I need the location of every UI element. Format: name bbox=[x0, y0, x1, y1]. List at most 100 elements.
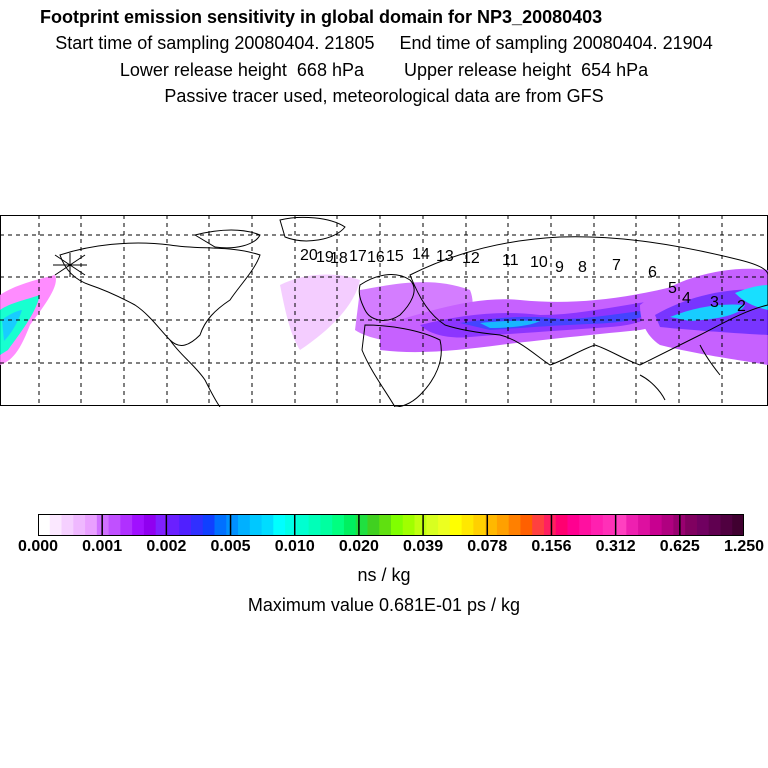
color-scale-cell bbox=[555, 514, 569, 536]
color-scale-cell bbox=[638, 514, 651, 536]
trajectory-label: 20 bbox=[300, 247, 318, 264]
trajectory-label: 12 bbox=[462, 250, 480, 267]
color-scale-cell bbox=[720, 514, 733, 536]
trajectory-label: 6 bbox=[648, 264, 657, 281]
color-scale-cell bbox=[38, 514, 51, 536]
color-scale-tick-label: 1.250 bbox=[723, 538, 765, 555]
trajectory-label: 11 bbox=[502, 252, 519, 269]
color-scale-cell bbox=[73, 514, 86, 536]
maximum-value-text: Maximum value 0.681E-01 ps / kg bbox=[247, 595, 521, 615]
color-scale-cell bbox=[543, 514, 557, 536]
color-scale-cell bbox=[591, 514, 604, 536]
color-scale-tick-label: 0.156 bbox=[531, 538, 572, 555]
color-scale-cell bbox=[485, 514, 498, 536]
color-scale-cell bbox=[179, 514, 192, 536]
color-scale-cell bbox=[238, 514, 251, 536]
color-scale-cell bbox=[414, 514, 427, 536]
color-scale-cell bbox=[685, 514, 698, 536]
color-scale-cell bbox=[249, 514, 263, 536]
color-scale-cell bbox=[661, 514, 674, 536]
color-scale-tick-label: 0.625 bbox=[659, 538, 700, 555]
color-scale-cell bbox=[532, 514, 545, 536]
color-scale-cell bbox=[602, 514, 616, 536]
trajectory-label: 16 bbox=[367, 249, 385, 266]
trajectory-label: 5 bbox=[668, 280, 677, 297]
trajectory-label: 9 bbox=[555, 259, 564, 276]
color-scale-cell bbox=[96, 514, 110, 536]
color-scale-cell bbox=[461, 514, 474, 536]
color-scale-cell bbox=[391, 514, 404, 536]
plot-title: Footprint emission sensitivity in global… bbox=[40, 7, 603, 27]
color-scale-cell bbox=[261, 514, 274, 536]
color-scale-bar bbox=[38, 514, 744, 536]
tracer-info-line: Passive tracer used, meteorological data… bbox=[164, 86, 604, 106]
color-scale-tick-label: 0.001 bbox=[82, 538, 123, 555]
color-scale-cell bbox=[167, 514, 180, 536]
trajectory-label: 19 bbox=[316, 249, 334, 266]
trajectory-label: 2 bbox=[737, 298, 746, 315]
color-scale-cell bbox=[626, 514, 639, 536]
trajectory-label: 14 bbox=[412, 246, 430, 263]
color-scale-cell bbox=[85, 514, 98, 536]
trajectory-label: 4 bbox=[682, 290, 691, 307]
color-scale-cell bbox=[202, 514, 216, 536]
color-scale-cell bbox=[143, 514, 157, 536]
color-scale-tick-label: 0.078 bbox=[467, 538, 508, 555]
color-scale-cell bbox=[190, 514, 204, 536]
color-scale-cell bbox=[520, 514, 533, 536]
color-scale-cell bbox=[108, 514, 121, 536]
color-scale-tick-label: 0.005 bbox=[210, 538, 251, 555]
color-scale-cell bbox=[438, 514, 451, 536]
color-scale-cell bbox=[567, 514, 580, 536]
color-scale-cell bbox=[579, 514, 592, 536]
sampling-time-line: Start time of sampling 20080404. 21805 E… bbox=[55, 33, 713, 53]
color-scale-cell bbox=[355, 514, 369, 536]
color-scale-cell bbox=[649, 514, 663, 536]
trajectory-label: 15 bbox=[386, 248, 404, 265]
color-scale-cell bbox=[708, 514, 722, 536]
color-scale-tick-label: 0.010 bbox=[274, 538, 315, 555]
color-scale-cell bbox=[696, 514, 710, 536]
color-scale-cell bbox=[273, 514, 286, 536]
color-scale-cell bbox=[426, 514, 439, 536]
trajectory-label: 3 bbox=[710, 294, 719, 311]
color-scale-units: ns / kg bbox=[357, 565, 411, 585]
color-scale-tick-label: 0.039 bbox=[403, 538, 444, 555]
color-scale-cell bbox=[379, 514, 392, 536]
trajectory-label: 8 bbox=[578, 259, 587, 276]
color-scale-cell bbox=[308, 514, 321, 536]
trajectory-label: 17 bbox=[349, 248, 367, 265]
color-scale-cell bbox=[332, 514, 345, 536]
color-scale-cell bbox=[226, 514, 239, 536]
trajectory-label: 7 bbox=[612, 257, 621, 274]
color-scale-cell bbox=[49, 514, 63, 536]
trajectory-label: 13 bbox=[436, 248, 454, 265]
release-height-line: Lower release height 668 hPa Upper relea… bbox=[119, 60, 649, 80]
coastlines bbox=[59, 216, 768, 407]
color-scale-cell bbox=[449, 514, 463, 536]
color-scale-cell bbox=[296, 514, 310, 536]
release-location-marker bbox=[53, 253, 87, 277]
color-scale-cell bbox=[732, 514, 744, 536]
color-scale-cell bbox=[473, 514, 486, 536]
color-scale-cell bbox=[320, 514, 333, 536]
color-scale-cell bbox=[508, 514, 522, 536]
color-scale-cell bbox=[61, 514, 74, 536]
color-scale-cell bbox=[214, 514, 227, 536]
color-scale-cell bbox=[496, 514, 510, 536]
color-scale-tick-label: 0.000 bbox=[17, 538, 59, 555]
color-scale-cell bbox=[614, 514, 627, 536]
color-scale-cell bbox=[343, 514, 357, 536]
color-scale-cell bbox=[402, 514, 416, 536]
color-scale-cell bbox=[155, 514, 169, 536]
color-scale-cell bbox=[132, 514, 145, 536]
color-scale-cell bbox=[120, 514, 133, 536]
trajectory-label: 10 bbox=[530, 254, 548, 271]
color-scale-cell bbox=[285, 514, 298, 536]
color-scale-tick-label: 0.312 bbox=[595, 538, 636, 555]
color-scale-cell bbox=[367, 514, 380, 536]
color-scale-tick-label: 0.020 bbox=[338, 538, 379, 555]
color-scale-tick-label: 0.002 bbox=[146, 538, 187, 555]
